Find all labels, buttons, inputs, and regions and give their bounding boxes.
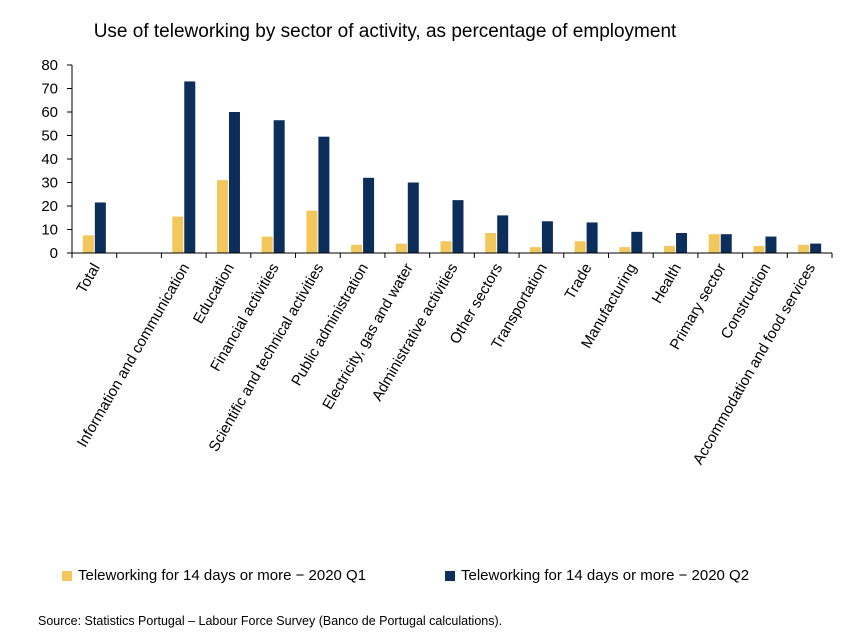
- x-tick-label: Trade: [562, 261, 596, 303]
- bar-q2: [228, 112, 240, 253]
- source-note: Source: Statistics Portugal – Labour For…: [38, 614, 503, 628]
- bar-q1: [708, 234, 720, 253]
- legend-item-q1: Teleworking for 14 days or more − 2020 Q…: [62, 567, 366, 584]
- bar-q1: [172, 216, 184, 253]
- bar-q2: [810, 243, 822, 253]
- bar-q1: [798, 244, 810, 253]
- bar-q1: [574, 241, 586, 253]
- bar-q2: [407, 182, 419, 253]
- x-tick-label: Total: [73, 261, 104, 297]
- bar-q1: [261, 236, 273, 253]
- x-tick-label: Education: [190, 261, 238, 327]
- bar-q2: [363, 177, 375, 253]
- bar-q2: [676, 233, 688, 253]
- y-tick-label: 0: [50, 245, 58, 262]
- legend-item-q2: Teleworking for 14 days or more − 2020 Q…: [445, 567, 749, 584]
- bar-q2: [184, 81, 196, 253]
- y-tick-label: 30: [41, 175, 58, 192]
- chart-title: Use of teleworking by sector of activity…: [93, 21, 677, 42]
- y-tick-label: 60: [41, 104, 58, 121]
- y-tick-label: 10: [41, 222, 58, 239]
- bar-q2: [94, 202, 106, 253]
- bar-q1: [664, 245, 676, 253]
- bar-q2: [720, 234, 732, 253]
- bar-q2: [318, 136, 330, 253]
- bar-q1: [529, 247, 541, 253]
- bar-q2: [541, 221, 553, 253]
- bar-q1: [395, 243, 407, 253]
- bar-q1: [306, 210, 318, 253]
- bar-q2: [497, 215, 509, 253]
- y-tick-label: 70: [41, 81, 58, 98]
- legend-swatch-q1: [62, 570, 72, 581]
- legend-label-q2: Teleworking for 14 days or more − 2020 Q…: [461, 567, 750, 584]
- bar-q2: [273, 120, 285, 253]
- x-tick-label: Administrative activities: [369, 261, 462, 405]
- y-tick-label: 40: [41, 151, 58, 168]
- y-tick-label: 80: [41, 57, 58, 74]
- bar-q1: [351, 244, 363, 253]
- x-tick-label: Health: [649, 261, 685, 307]
- y-tick-label: 20: [41, 198, 58, 215]
- bars: [82, 81, 822, 253]
- bar-q1: [216, 180, 228, 253]
- bar-q2: [765, 236, 777, 253]
- y-axis: 0 10 20 30 40 50 60 70 80: [41, 57, 73, 262]
- bar-q1: [619, 247, 631, 253]
- legend-swatch-q2: [445, 570, 455, 581]
- bar-q2: [452, 200, 464, 253]
- bar-q1: [753, 245, 765, 253]
- bar-q2: [631, 231, 643, 253]
- bar-q1: [485, 233, 497, 253]
- legend-label-q1: Teleworking for 14 days or more − 2020 Q…: [78, 567, 367, 584]
- bar-q1: [82, 235, 94, 253]
- bar-q2: [586, 222, 598, 253]
- bar-q1: [440, 241, 452, 253]
- y-tick-label: 50: [41, 128, 58, 145]
